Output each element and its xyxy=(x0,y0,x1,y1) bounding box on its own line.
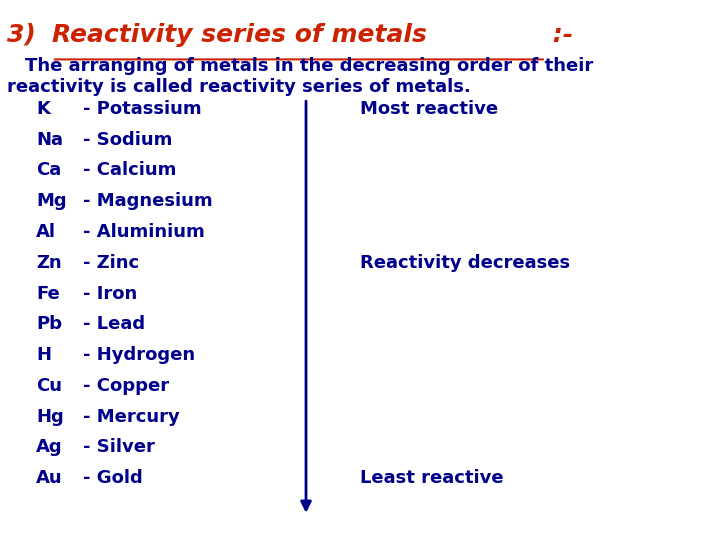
Text: - Iron: - Iron xyxy=(83,285,137,302)
Text: - Copper: - Copper xyxy=(83,377,169,395)
Text: - Mercury: - Mercury xyxy=(83,408,179,426)
Text: Pb: Pb xyxy=(36,315,62,333)
Text: - Aluminium: - Aluminium xyxy=(83,223,204,241)
Text: Hg: Hg xyxy=(36,408,64,426)
Text: Reactivity series of metals: Reactivity series of metals xyxy=(52,23,427,46)
Text: Ca: Ca xyxy=(36,161,61,179)
Text: H: H xyxy=(36,346,51,364)
Text: - Magnesium: - Magnesium xyxy=(83,192,212,210)
Text: - Lead: - Lead xyxy=(83,315,145,333)
Text: Mg: Mg xyxy=(36,192,67,210)
Text: Al: Al xyxy=(36,223,56,241)
Text: Ag: Ag xyxy=(36,438,63,456)
Text: - Silver: - Silver xyxy=(83,438,155,456)
Text: - Hydrogen: - Hydrogen xyxy=(83,346,195,364)
Text: - Gold: - Gold xyxy=(83,469,143,487)
Text: - Zinc: - Zinc xyxy=(83,254,139,272)
Text: The arranging of metals in the decreasing order of their: The arranging of metals in the decreasin… xyxy=(25,57,593,75)
Text: Na: Na xyxy=(36,131,63,149)
Text: Least reactive: Least reactive xyxy=(360,469,503,487)
Text: Fe: Fe xyxy=(36,285,60,302)
Text: Reactivity decreases: Reactivity decreases xyxy=(360,254,570,272)
Text: Au: Au xyxy=(36,469,63,487)
Text: Zn: Zn xyxy=(36,254,62,272)
Text: Most reactive: Most reactive xyxy=(360,100,498,118)
Text: reactivity is called reactivity series of metals.: reactivity is called reactivity series o… xyxy=(7,78,471,96)
Text: Cu: Cu xyxy=(36,377,62,395)
Text: - Calcium: - Calcium xyxy=(83,161,176,179)
Text: - Potassium: - Potassium xyxy=(83,100,202,118)
Text: 3): 3) xyxy=(7,23,45,46)
Text: :-: :- xyxy=(544,23,572,46)
Text: - Sodium: - Sodium xyxy=(83,131,172,149)
Text: K: K xyxy=(36,100,50,118)
